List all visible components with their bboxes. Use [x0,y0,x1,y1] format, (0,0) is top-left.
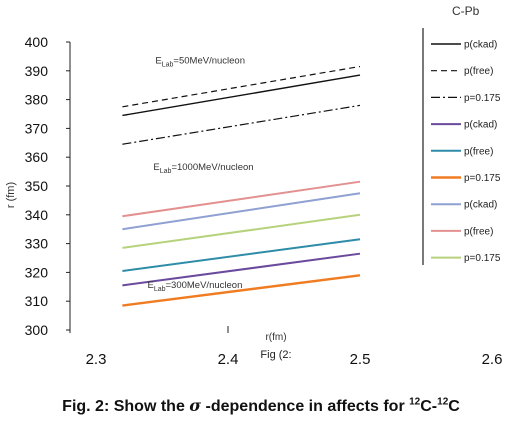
y-ticks: 300 310 320 330 340 350 360 370 380 390 400 [25,34,70,338]
energy-annotation: ELab=300MeV/nucleon [147,280,242,293]
legend-label: p(ckad) [464,40,497,51]
y-tick-label: 300 [25,322,49,338]
energy-annotation: ELab=1000MeV/nucleon [153,162,253,175]
caption-sup-2: 12 [437,396,449,408]
x-axis-label: r(fm) [265,332,286,343]
legend-label: p=0.175 [464,93,501,104]
y-tick-label: 380 [25,92,49,108]
legend-label: p(free) [464,66,493,77]
legend-label: p(ckad) [464,200,497,211]
legend-label: p(free) [464,226,493,237]
legend-label: p(free) [464,146,493,157]
y-axis-label: r (fm) [5,182,17,208]
legend-label: p=0.175 [464,253,501,264]
caption-sigma: σ [189,396,202,415]
series-line [122,74,361,117]
x-tick-label: 2.6 [482,351,503,368]
figure-reference: Fig (2: [260,349,291,361]
legend: p(ckad) p(free) p=0.175 p(ckad) p(free) p=0.1… [431,40,501,264]
x-tick-label: 2.3 [86,351,107,368]
caption-sup-1: 12 [409,396,421,408]
y-axis: 300 310 320 330 340 350 360 370 380 390 400 [25,34,71,338]
series-line [122,252,361,287]
caption-prefix: Fig. 2: Show the [62,398,190,415]
legend-label: p=0.175 [464,173,501,184]
chart-title: C-Pb [452,4,480,18]
figure-caption: Fig. 2: Show the σ -dependence in affect… [0,396,522,416]
plot-series [122,65,361,307]
series-line [122,274,361,307]
y-tick-label: 310 [25,293,49,309]
caption-text-2: C- [420,398,438,415]
series-line [122,213,361,249]
x-tick-label: 2.4 [218,351,239,368]
y-tick-label: 330 [25,236,49,252]
y-tick-label: 400 [25,34,49,50]
caption-middle: -dependence in affects for [201,398,410,415]
series-line [122,180,361,218]
legend-label: p(ckad) [464,120,497,131]
y-tick-label: 370 [25,120,49,136]
series-line [122,104,361,145]
y-tick-label: 360 [25,149,49,165]
series-line [122,192,361,231]
series-line [122,65,361,108]
y-tick-label: 350 [25,178,49,194]
y-tick-label: 340 [25,207,49,223]
series-line [122,238,361,272]
y-tick-label: 390 [25,63,49,79]
x-ticks: 2.3 2.4 2.5 2.6 [86,326,503,368]
caption-text-3: C [448,398,460,415]
x-tick-label: 2.5 [350,351,371,368]
annotations: ELab=50MeV/nucleon ELab=1000MeV/nucleon EL… [147,56,253,294]
energy-annotation: ELab=50MeV/nucleon [155,56,245,69]
y-tick-label: 320 [25,264,49,280]
